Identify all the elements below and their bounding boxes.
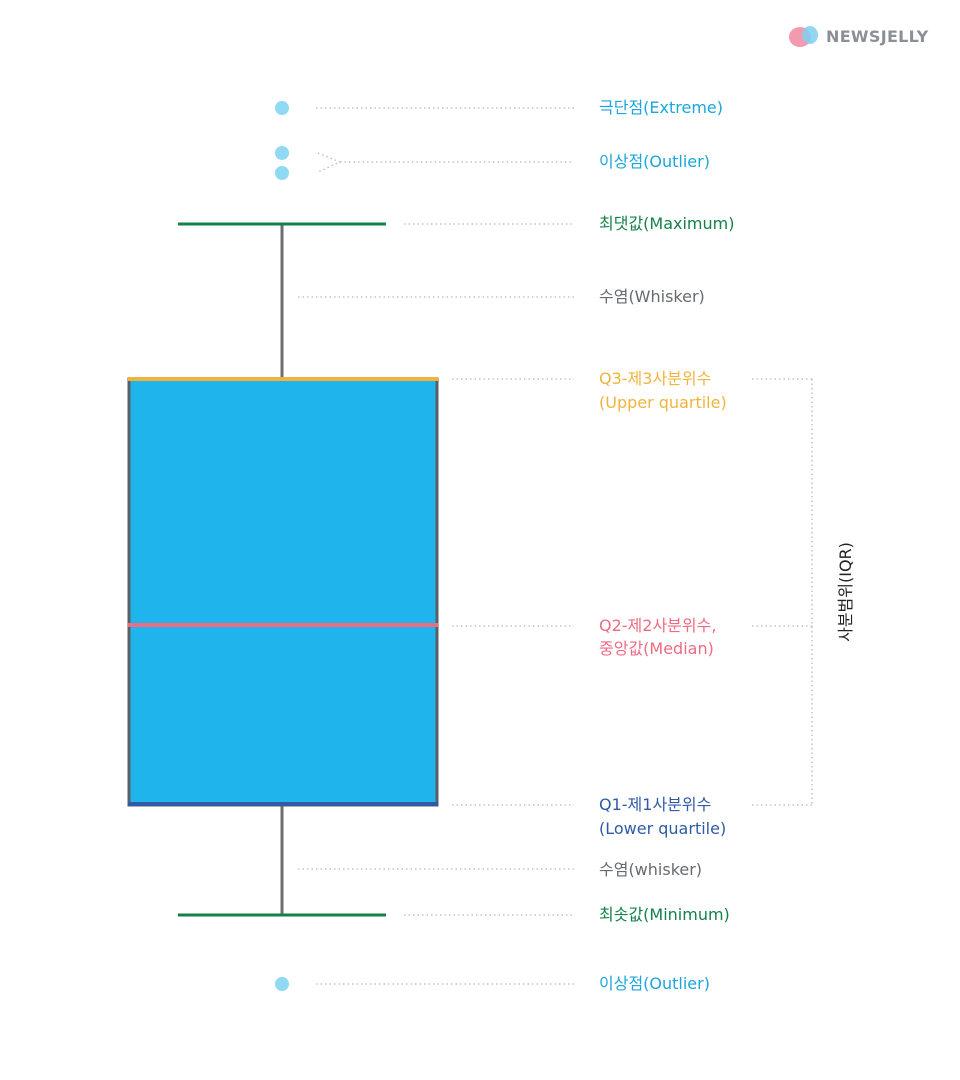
jelly-icon — [789, 26, 818, 47]
label-outlier-bottom: 이상점(Outlier) — [599, 974, 710, 993]
label-q2: Q2-제2사분위수, — [599, 616, 717, 635]
outlier-point — [275, 146, 289, 160]
label-outlier-top: 이상점(Outlier) — [599, 152, 710, 171]
outlier-point-bottom — [275, 977, 289, 991]
extreme-point — [275, 101, 289, 115]
label-q2-sub: 중앙값(Median) — [599, 639, 714, 658]
outlier-point — [275, 166, 289, 180]
label-minimum: 최솟값(Minimum) — [599, 905, 730, 924]
iqr-box — [127, 377, 439, 807]
label-q3: Q3-제3사분위수 — [599, 369, 712, 388]
brand-name: NEWSJELLY — [826, 26, 929, 46]
label-q3-sub: (Upper quartile) — [599, 393, 727, 412]
label-extreme: 극단점(Extreme) — [599, 98, 723, 117]
brand-logo: NEWSJELLY — [788, 22, 929, 50]
leader-outlier-top — [317, 152, 342, 173]
label-whisker-top: 수염(Whisker) — [599, 287, 705, 306]
label-iqr: 사분범위(IQR) — [836, 542, 855, 642]
label-q1-sub: (Lower quartile) — [599, 819, 727, 838]
label-whisker-bottom: 수염(whisker) — [599, 860, 703, 879]
label-maximum: 최댓값(Maximum) — [599, 214, 735, 233]
label-q1: Q1-제1사분위수 — [599, 795, 712, 814]
